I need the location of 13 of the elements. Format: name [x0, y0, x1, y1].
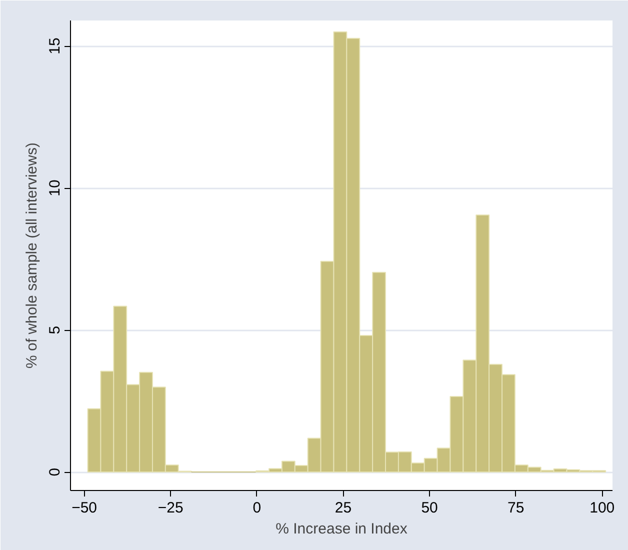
x-tick-label: −25	[158, 500, 184, 516]
x-tick-label: 50	[421, 500, 438, 516]
x-tick-label: 100	[590, 500, 615, 516]
y-tick-label: 10	[46, 180, 64, 196]
y-tick-label: 0	[46, 468, 64, 476]
x-tick-label: 25	[334, 500, 352, 516]
x-tick-label: −50	[72, 500, 98, 516]
x-tick-label: 0	[252, 500, 262, 516]
y-tick-label: 15	[46, 38, 64, 54]
x-axis-title: % Increase in Index	[276, 520, 408, 538]
x-tick-label: 75	[507, 500, 524, 516]
y-tick-label: 5	[46, 326, 64, 334]
y-axis-title: % of whole sample (all interviews)	[24, 142, 40, 368]
